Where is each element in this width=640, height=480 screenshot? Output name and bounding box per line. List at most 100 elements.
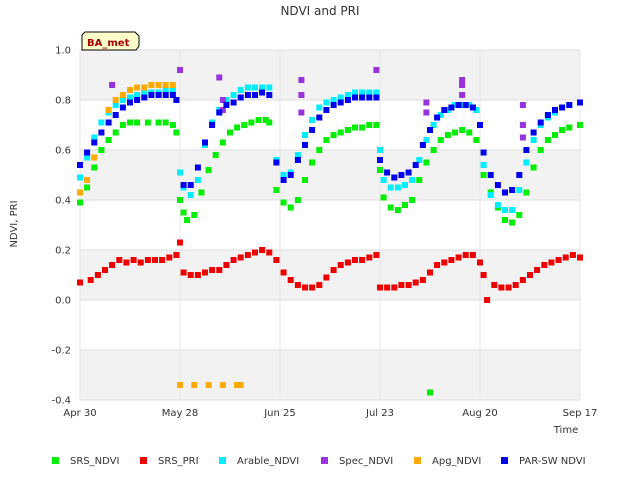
par-sw-ndvi-point (509, 187, 516, 193)
arable-ndvi-point (230, 92, 237, 98)
arable-ndvi-point (98, 119, 105, 126)
srs-ndvi-point (352, 124, 358, 131)
spec-ndvi-point (423, 109, 430, 116)
par-sw-ndvi-point (523, 147, 530, 153)
srs-ndvi-series (77, 117, 583, 396)
srs-ndvi-point (241, 122, 248, 128)
par-sw-ndvi-point (155, 92, 162, 98)
par-sw-ndvi-point (259, 89, 266, 96)
srs-ndvi-point (402, 202, 408, 208)
arable-ndvi-point (337, 94, 344, 101)
par-sw-ndvi-point (91, 139, 98, 146)
grid-band (80, 50, 580, 100)
srs-pri-point (209, 267, 216, 273)
par-sw-ndvi-point (194, 164, 201, 171)
srs-pri-point (427, 269, 433, 276)
srs-ndvi-point (84, 184, 91, 191)
par-sw-ndvi-point (330, 102, 337, 108)
srs-ndvi-point (552, 132, 558, 138)
par-sw-ndvi-point (391, 174, 398, 181)
apg-ndvi-point (84, 177, 91, 183)
srs-pri-point (455, 254, 462, 261)
srs-ndvi-point (516, 212, 523, 218)
arable-ndvi-point (459, 102, 466, 108)
apg-ndvi-point (162, 82, 169, 88)
arable-ndvi-point (437, 112, 444, 118)
srs-ndvi-point (280, 199, 287, 206)
srs-ndvi-point (205, 167, 212, 173)
srs-pri-point (109, 262, 116, 268)
srs-pri-point (330, 267, 337, 273)
srs-pri-legend-swatch (140, 457, 147, 464)
srs-ndvi-point (452, 129, 458, 136)
apg-ndvi-point (219, 382, 226, 388)
par-sw-ndvi-point (462, 102, 469, 108)
par-sw-ndvi-point (480, 149, 487, 156)
srs-pri-point (237, 254, 244, 261)
srs-ndvi-point (119, 122, 126, 128)
x-tick-label: May 28 (162, 408, 199, 419)
par-sw-ndvi-point (309, 127, 316, 133)
srs-pri-point (87, 277, 94, 283)
apg-ndvi-point (191, 382, 198, 388)
y-tick-label: 0.2 (55, 246, 71, 257)
par-sw-ndvi-legend-swatch (501, 457, 508, 464)
srs-ndvi-point (430, 147, 437, 153)
spec-ndvi-point (459, 92, 466, 98)
srs-ndvi-point (509, 219, 516, 226)
arable-ndvi-point (252, 84, 258, 91)
srs-pri-point (519, 277, 526, 283)
srs-pri-point (177, 239, 183, 246)
par-sw-ndvi-point (337, 99, 344, 106)
par-sw-ndvi-point (273, 159, 280, 166)
arable-ndvi-point (530, 137, 537, 143)
srs-pri-point (166, 254, 173, 261)
par-sw-ndvi-point (112, 112, 119, 118)
srs-pri-point (555, 257, 562, 263)
x-tick-label: Jul 23 (365, 408, 394, 419)
par-sw-ndvi-point (352, 94, 358, 101)
apg-ndvi-point (112, 97, 119, 103)
srs-pri-point (448, 257, 455, 263)
arable-ndvi-point (316, 104, 323, 111)
srs-ndvi-point (523, 189, 530, 196)
srs-ndvi-point (330, 132, 337, 138)
y-tick-label: 0.6 (55, 146, 71, 157)
srs-pri-point (130, 257, 137, 263)
srs-ndvi-point (105, 137, 112, 143)
srs-pri-point (202, 269, 208, 276)
srs-pri-point (187, 272, 194, 278)
arable-ndvi-point (516, 187, 523, 193)
arable-ndvi-point (373, 89, 380, 96)
arable-ndvi-point (480, 162, 487, 168)
x-tick-label: Jun 25 (263, 408, 296, 419)
srs-pri-point (480, 272, 487, 278)
srs-pri-point (434, 262, 441, 268)
par-sw-ndvi-point (223, 102, 230, 108)
arable-ndvi-point (127, 94, 133, 101)
srs-pri-point (244, 252, 251, 258)
spec-ndvi-point (177, 67, 183, 73)
arable-ndvi-point (169, 87, 176, 93)
spec-ndvi-point (109, 82, 116, 88)
arable-ndvi-point (162, 87, 169, 93)
srs-ndvi-legend-swatch (52, 457, 59, 464)
srs-ndvi-point (212, 152, 219, 158)
srs-ndvi-point (480, 172, 487, 178)
arable-ndvi-point (302, 132, 308, 138)
srs-ndvi-point (302, 177, 308, 183)
arable-ndvi-point (84, 154, 91, 161)
srs-ndvi-point (191, 212, 198, 218)
srs-ndvi-point (127, 119, 133, 126)
arable-ndvi-point (430, 122, 437, 128)
srs-ndvi-point (198, 189, 205, 196)
arable-ndvi-point (280, 172, 287, 178)
srs-pri-point (462, 252, 469, 258)
srs-ndvi-point (380, 194, 387, 201)
srs-ndvi-point (409, 197, 416, 203)
arable-ndvi-point (352, 89, 358, 96)
arable-ndvi-point (473, 107, 480, 113)
par-sw-ndvi-point (530, 129, 537, 136)
par-sw-ndvi-point (266, 92, 273, 98)
